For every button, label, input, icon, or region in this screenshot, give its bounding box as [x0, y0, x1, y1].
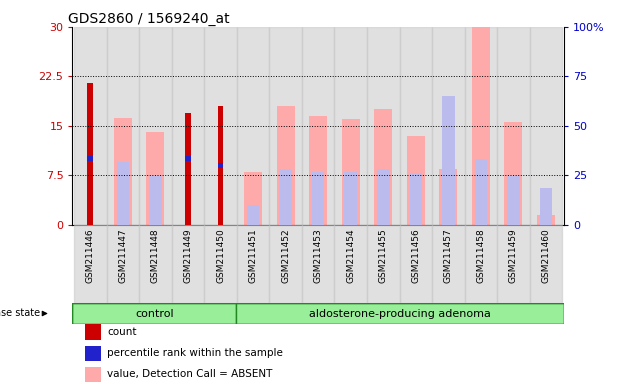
Bar — [106, 225, 139, 303]
Bar — [185, 113, 191, 225]
Text: GSM211458: GSM211458 — [476, 228, 485, 283]
Bar — [345, 172, 357, 225]
Bar — [464, 225, 497, 303]
Bar — [88, 83, 93, 225]
Text: disease state: disease state — [0, 308, 40, 318]
Text: count: count — [107, 327, 137, 337]
Bar — [74, 27, 106, 225]
Bar — [341, 119, 360, 225]
Bar — [149, 175, 162, 225]
Bar — [407, 136, 425, 225]
Bar — [236, 303, 564, 324]
Bar — [537, 215, 555, 225]
Bar — [117, 162, 129, 225]
Bar — [302, 27, 335, 225]
Bar — [172, 27, 204, 225]
Bar — [335, 225, 367, 303]
Text: GSM211459: GSM211459 — [509, 228, 518, 283]
Bar — [302, 225, 335, 303]
Bar — [399, 225, 432, 303]
Text: GSM211451: GSM211451 — [249, 228, 258, 283]
Text: GSM211448: GSM211448 — [151, 228, 160, 283]
Bar — [106, 27, 139, 225]
Text: GDS2860 / 1569240_at: GDS2860 / 1569240_at — [67, 12, 229, 26]
Bar — [309, 116, 327, 225]
Bar — [217, 106, 224, 225]
Bar — [507, 175, 520, 225]
Bar — [540, 189, 553, 225]
Bar — [312, 172, 324, 225]
Bar — [377, 169, 389, 225]
Bar — [497, 225, 530, 303]
Text: GSM211446: GSM211446 — [86, 228, 95, 283]
Text: GSM211452: GSM211452 — [281, 228, 290, 283]
Bar — [367, 27, 399, 225]
Bar — [464, 27, 497, 225]
Text: GSM211455: GSM211455 — [379, 228, 387, 283]
Bar — [432, 225, 464, 303]
Bar — [497, 27, 530, 225]
Bar — [474, 159, 487, 225]
Bar — [72, 303, 236, 324]
Bar — [237, 225, 270, 303]
Bar — [279, 169, 292, 225]
Text: GSM211453: GSM211453 — [314, 228, 323, 283]
Bar — [139, 225, 172, 303]
Text: GSM211456: GSM211456 — [411, 228, 420, 283]
Bar — [530, 27, 562, 225]
Bar — [114, 118, 132, 225]
Bar — [270, 27, 302, 225]
Bar — [147, 132, 164, 225]
Bar — [237, 27, 270, 225]
Bar — [374, 109, 392, 225]
Text: GSM211447: GSM211447 — [118, 228, 127, 283]
Text: aldosterone-producing adenoma: aldosterone-producing adenoma — [309, 309, 491, 319]
Bar — [185, 156, 191, 161]
Text: control: control — [135, 309, 174, 319]
Bar — [217, 163, 224, 168]
Bar — [367, 225, 399, 303]
Bar — [244, 172, 262, 225]
Bar — [442, 96, 455, 225]
Bar — [505, 122, 522, 225]
Text: GSM211454: GSM211454 — [346, 228, 355, 283]
Text: GSM211450: GSM211450 — [216, 228, 225, 283]
Text: value, Detection Call = ABSENT: value, Detection Call = ABSENT — [107, 369, 273, 379]
Bar — [472, 27, 490, 225]
Bar — [74, 225, 106, 303]
Text: percentile rank within the sample: percentile rank within the sample — [107, 348, 283, 358]
Bar — [432, 27, 464, 225]
Bar — [439, 169, 457, 225]
Bar — [204, 27, 237, 225]
Bar — [204, 225, 237, 303]
Bar — [88, 156, 93, 161]
Bar — [139, 27, 172, 225]
Bar — [410, 173, 422, 225]
Bar — [530, 225, 562, 303]
Text: GSM211449: GSM211449 — [183, 228, 193, 283]
Bar — [270, 225, 302, 303]
Bar — [335, 27, 367, 225]
Bar — [399, 27, 432, 225]
Text: GSM211457: GSM211457 — [444, 228, 453, 283]
Bar — [277, 106, 295, 225]
Bar — [247, 205, 260, 225]
Bar — [172, 225, 204, 303]
Text: GSM211460: GSM211460 — [541, 228, 551, 283]
